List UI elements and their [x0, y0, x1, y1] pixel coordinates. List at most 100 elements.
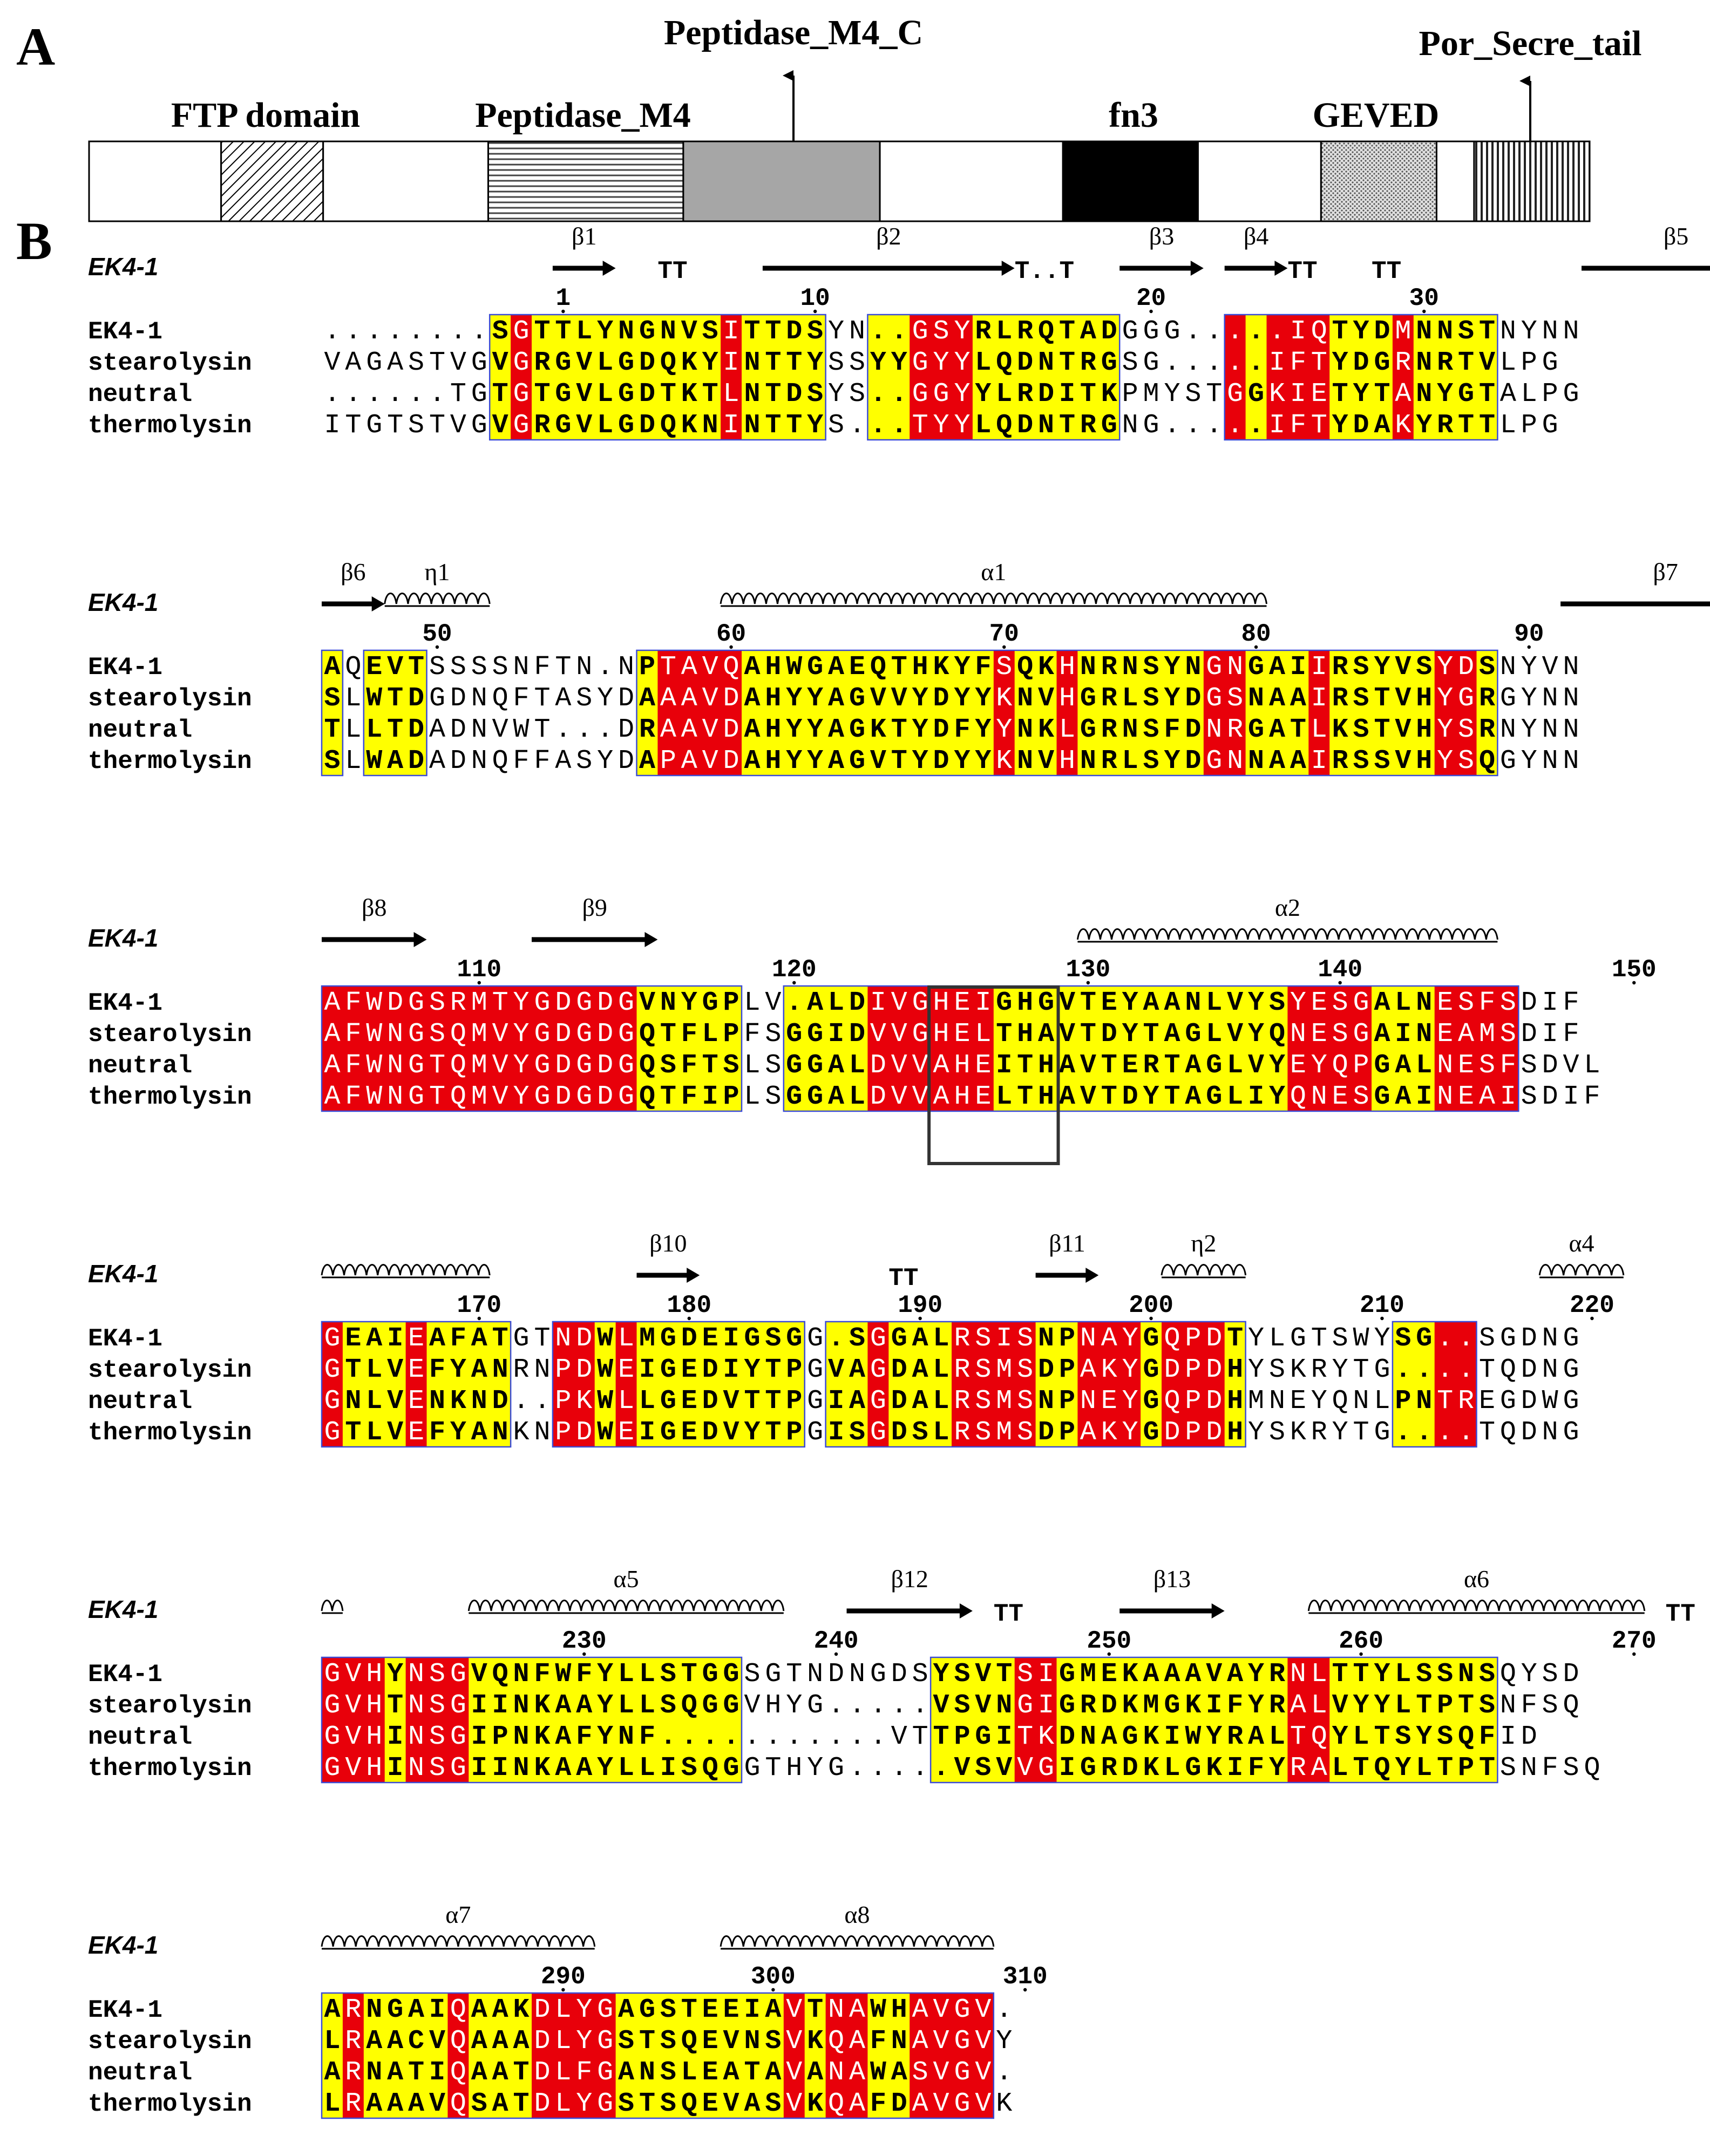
residue: S [429, 1019, 445, 1050]
residue: R [534, 410, 550, 441]
residue-shade [1224, 346, 1246, 377]
residue: T [681, 1659, 697, 1690]
residue: E [1311, 1019, 1327, 1050]
residue: G [849, 746, 865, 777]
residue: A [849, 2089, 865, 2119]
residue: P [555, 1355, 571, 1385]
residue: G [933, 379, 949, 410]
residue: Q [1164, 1323, 1180, 1354]
residue: N [1416, 348, 1432, 378]
residue: E [408, 1323, 424, 1354]
residue: F [576, 2057, 592, 2088]
residue: E [702, 2026, 718, 2057]
sequence-name: neutral [88, 1723, 192, 1751]
residue: V [1248, 1050, 1264, 1081]
residue: I [429, 2057, 445, 2088]
residue: S [996, 652, 1012, 683]
residue: V [723, 1417, 739, 1448]
ruler-dot-2 [1086, 981, 1090, 985]
residue: R [1332, 683, 1348, 714]
residue: T [429, 1082, 445, 1112]
residue: . [849, 410, 865, 441]
residue: G [912, 379, 928, 410]
residue: V [1059, 1019, 1075, 1050]
residue: G [660, 1355, 676, 1385]
residue: I [471, 1753, 487, 1784]
residue: G [807, 1690, 823, 1721]
residue: V [723, 1386, 739, 1417]
residue: H [765, 715, 781, 745]
ss-reference-name: EK4-1 [88, 1931, 158, 1959]
residue: A [660, 683, 676, 714]
residue: A [471, 1355, 487, 1385]
residue: G [807, 1082, 823, 1112]
residue: E [1332, 1082, 1348, 1112]
residue-shade [1162, 650, 1183, 682]
residue: A [744, 652, 760, 683]
residue: S [1017, 1386, 1033, 1417]
residue: Q [702, 1753, 718, 1784]
residue: Y [954, 652, 970, 683]
residue: G [1374, 1355, 1390, 1385]
residue: . [849, 1722, 865, 1752]
residue: L [996, 379, 1012, 410]
residue: V [954, 1753, 970, 1784]
residue: N [849, 316, 865, 347]
residue: . [555, 715, 571, 745]
residue: D [723, 746, 739, 777]
residue: A [849, 1995, 865, 2025]
residue: . [891, 410, 907, 441]
residue: R [1479, 683, 1495, 714]
residue-shade [783, 409, 805, 440]
residue: T [933, 1722, 949, 1752]
residue: A [744, 2089, 760, 2119]
residue: T [660, 379, 676, 410]
residue: D [702, 1417, 718, 1448]
residue: K [996, 683, 1012, 714]
residue: Q [492, 683, 508, 714]
residue-shade [742, 346, 763, 377]
residue: L [618, 1386, 634, 1417]
residue: . [513, 1386, 530, 1417]
residue: D [1017, 410, 1033, 441]
residue: D [408, 715, 424, 745]
residue: G [534, 1082, 550, 1112]
residue-shade [993, 409, 1015, 440]
residue: N [1437, 1050, 1453, 1081]
residue-shade [1245, 650, 1267, 682]
residue: P [1185, 1323, 1201, 1354]
residue: N [408, 1659, 424, 1690]
residue: Y [1269, 1050, 1285, 1081]
ss-turn-7: TT [1372, 257, 1401, 285]
residue: G [324, 1690, 340, 1721]
residue: S [1269, 1355, 1285, 1385]
residue: V [429, 2089, 445, 2119]
residue: V [786, 2057, 802, 2088]
residue: S [954, 1690, 970, 1721]
residue: S [1353, 1082, 1369, 1112]
residue-shade [657, 409, 679, 440]
residue: S [765, 1082, 781, 1112]
ss-label-0: α7 [445, 1901, 471, 1928]
residue-shade [1224, 409, 1246, 440]
residue-shade [721, 682, 742, 713]
residue: Y [1164, 683, 1180, 714]
residue: S [975, 1417, 991, 1448]
residue: S [429, 988, 445, 1018]
residue: Y [807, 683, 823, 714]
residue: D [786, 316, 802, 347]
residue: D [1521, 1417, 1537, 1448]
residue-shade [783, 315, 805, 346]
residue: I [1269, 410, 1285, 441]
residue: V [492, 348, 508, 378]
residue: S [1437, 1659, 1453, 1690]
residue: D [1038, 379, 1054, 410]
ss-label-2: α2 [1275, 894, 1300, 921]
residue: Q [1332, 1386, 1348, 1417]
residue: A [1311, 1753, 1327, 1784]
residue: . [681, 1722, 697, 1752]
residue: K [1290, 1417, 1306, 1448]
residue: V [891, 988, 907, 1018]
residue: Q [660, 410, 676, 441]
residue-shade [804, 377, 826, 409]
